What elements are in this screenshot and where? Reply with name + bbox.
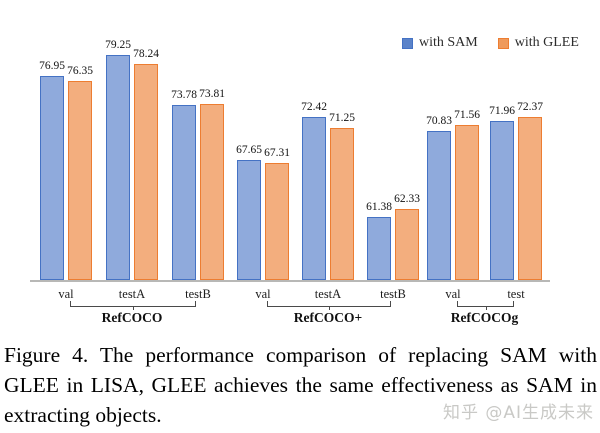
bar-chart: with SAM with GLEE 76.95 76.35 val 79.25 78.… xyxy=(30,35,579,325)
caption-line: GLEE in LISA, GLEE achieves the same eff… xyxy=(4,372,597,397)
bar-RefCOCO-testA-sam xyxy=(106,54,130,280)
bar-value-label: 61.38 xyxy=(366,201,392,214)
bar-value-label: 76.95 xyxy=(39,59,65,72)
bar-RefCOCO+-testB-sam xyxy=(367,217,391,280)
bar-RefCOCO+-val-glee xyxy=(265,163,289,280)
legend-item-with-sam: with SAM xyxy=(402,35,478,51)
x-tick-label-val: val xyxy=(445,287,461,301)
bar-value-label: 78.24 xyxy=(133,47,159,60)
bar-RefCOCO-val-sam xyxy=(40,75,64,280)
x-tick-label-val: val xyxy=(255,287,271,301)
bar-value-label: 67.31 xyxy=(264,147,290,160)
bar-RefCOCO+-testA-glee xyxy=(330,127,354,280)
group-bracket-RefCOCO xyxy=(70,301,196,310)
bar-RefCOCO-testA-glee xyxy=(134,63,158,280)
bar-value-label: 79.25 xyxy=(105,38,131,51)
bar-RefCOCOg-val-glee xyxy=(455,124,479,280)
group-label-RefCOCO+: RefCOCO+ xyxy=(293,310,363,325)
bar-value-label: 73.81 xyxy=(199,88,225,101)
bar-RefCOCO+-val-sam xyxy=(237,160,261,280)
x-tick-label-val: val xyxy=(58,287,74,301)
bar-RefCOCOg-test-glee xyxy=(518,117,542,280)
bar-RefCOCOg-val-sam xyxy=(427,131,451,280)
zhihu-watermark: 知乎 @AI生成未来 xyxy=(443,403,595,423)
bar-RefCOCO+-testB-glee xyxy=(395,208,419,280)
bar-RefCOCO-val-glee xyxy=(68,81,92,280)
bar-value-label: 62.33 xyxy=(394,192,420,205)
x-tick-label-testA: testA xyxy=(314,287,342,301)
bracket-center-tick xyxy=(133,306,134,310)
group-label-RefCOCOg: RefCOCOg xyxy=(450,310,519,325)
bar-RefCOCO-testB-sam xyxy=(172,104,196,280)
chart-legend: with SAM with GLEE xyxy=(402,35,579,51)
x-tick-label-testA: testA xyxy=(118,287,146,301)
bar-RefCOCO+-testA-sam xyxy=(302,116,326,280)
bar-value-label: 71.56 xyxy=(454,108,480,121)
legend-label-glee: with GLEE xyxy=(514,35,579,50)
bar-RefCOCO-testB-glee xyxy=(200,104,224,280)
group-label-RefCOCO: RefCOCO xyxy=(101,310,163,325)
bar-value-label: 71.25 xyxy=(329,111,355,124)
legend-swatch-sam-icon xyxy=(402,37,413,49)
legend-swatch-glee-icon xyxy=(497,37,509,49)
figure-caption: Figure 4. The performance comparison of … xyxy=(4,341,597,430)
bar-value-label: 72.37 xyxy=(517,101,543,114)
legend-label-sam: with SAM xyxy=(419,35,478,50)
bar-value-label: 67.65 xyxy=(236,144,262,157)
x-axis-line xyxy=(30,280,550,282)
bracket-center-tick xyxy=(485,306,487,310)
x-tick-label-testB: testB xyxy=(380,287,406,301)
bar-value-label: 72.42 xyxy=(301,100,327,113)
bar-value-label: 73.78 xyxy=(171,88,197,101)
bracket-center-tick xyxy=(329,306,330,310)
bar-value-label: 76.35 xyxy=(67,65,93,78)
group-bracket-RefCOCOg xyxy=(457,301,514,310)
caption-line: extracting objects. xyxy=(4,402,162,427)
caption-line: Figure 4. The performance comparison of … xyxy=(4,343,597,367)
x-tick-label-test: test xyxy=(507,287,525,301)
bar-value-label: 70.83 xyxy=(426,115,452,128)
legend-item-with-glee: with GLEE xyxy=(497,35,579,51)
x-tick-label-testB: testB xyxy=(185,287,211,301)
bar-value-label: 71.96 xyxy=(489,105,515,118)
group-bracket-RefCOCO+ xyxy=(267,301,391,310)
bar-RefCOCOg-test-sam xyxy=(490,121,514,280)
